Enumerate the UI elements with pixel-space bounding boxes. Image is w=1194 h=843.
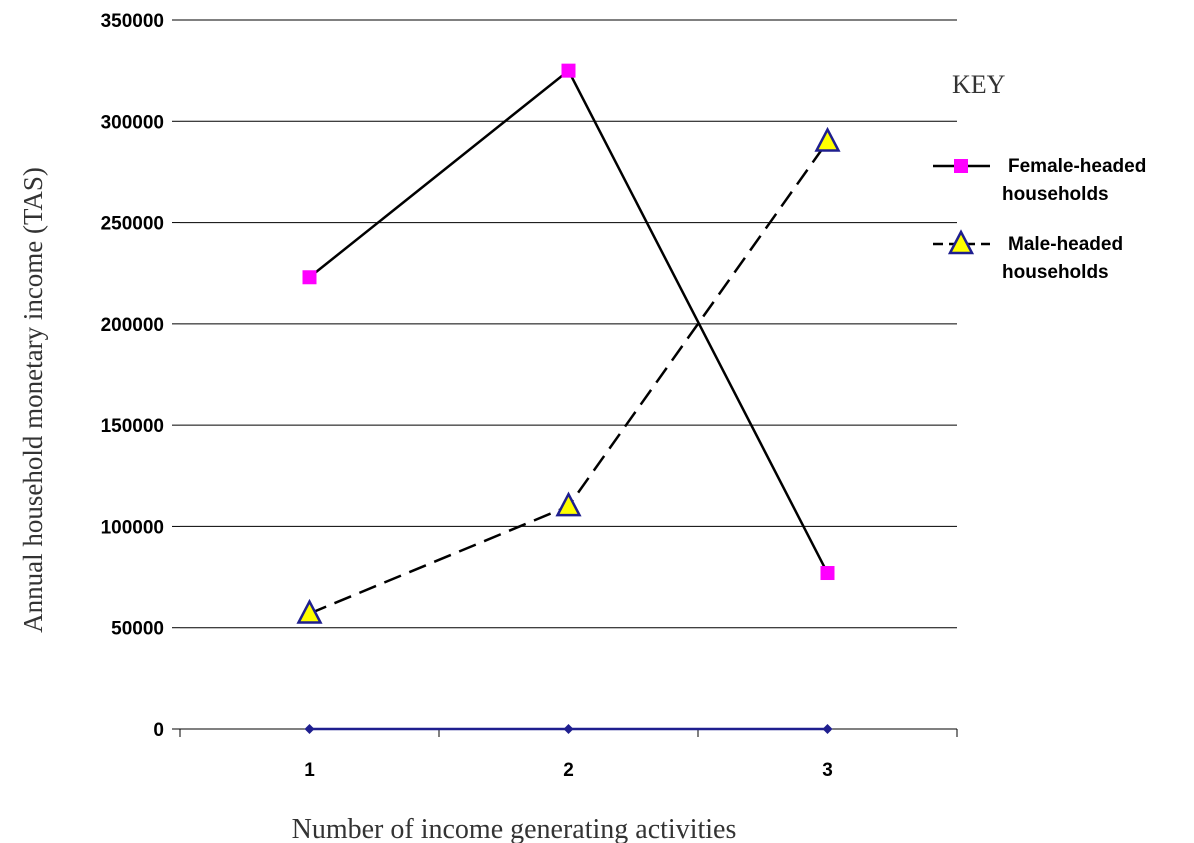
legend-marker <box>947 229 975 255</box>
x-tick-label: 2 <box>563 760 574 781</box>
series-3 <box>304 724 833 734</box>
y-tick-label: 350000 <box>101 11 164 32</box>
series-line <box>309 140 829 615</box>
series-2 <box>296 126 841 624</box>
data-point <box>302 270 317 285</box>
y-tick-labels: 0 50000 100000 150000 200000 250000 300000 3500… <box>101 11 164 741</box>
x-tick-label: 3 <box>822 760 833 781</box>
y-tick-label: 250000 <box>101 214 164 235</box>
legend-marker <box>954 159 968 173</box>
legend-title: KEY <box>952 70 1006 99</box>
data-point <box>555 491 582 517</box>
data-point <box>820 566 835 581</box>
y-tick-label: 300000 <box>101 112 164 133</box>
y-tick-label: 200000 <box>101 315 164 336</box>
y-tick-label: 50000 <box>111 619 164 640</box>
y-tick-label: 150000 <box>101 416 164 437</box>
data-point <box>822 724 833 734</box>
y-tick-label: 0 <box>153 720 164 741</box>
legend-label: households <box>1002 184 1109 205</box>
x-tick-labels: 1 2 3 <box>304 760 833 781</box>
data-point <box>561 63 576 78</box>
legend: KEY Female-headed households Male-headed ho… <box>933 70 1146 283</box>
y-axis-title: Annual household monetary income (TAS) <box>18 167 48 633</box>
data-point <box>296 598 323 624</box>
axes <box>172 19 958 737</box>
gridlines <box>180 19 957 629</box>
series-1 <box>302 63 835 581</box>
legend-label: households <box>1002 262 1109 283</box>
x-axis-title: Number of income generating activities <box>292 814 737 843</box>
legend-label: Male-headed <box>1008 234 1123 255</box>
series-layer <box>296 63 841 734</box>
data-point <box>814 126 841 152</box>
legend-label: Female-headed <box>1008 156 1146 177</box>
data-point <box>304 724 315 734</box>
data-point <box>563 724 574 734</box>
x-tick-label: 1 <box>304 760 315 781</box>
legend-entry: Male-headed households <box>933 229 1123 283</box>
legend-entry: Female-headed households <box>933 156 1146 205</box>
y-tick-label: 100000 <box>101 517 164 538</box>
